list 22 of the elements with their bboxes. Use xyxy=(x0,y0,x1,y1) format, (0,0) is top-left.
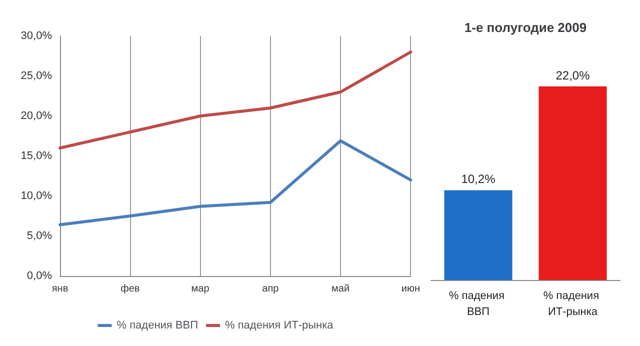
line-series xyxy=(58,139,412,226)
x-tick-label: фев xyxy=(120,284,140,294)
x-tick-label: май xyxy=(332,284,350,294)
legend-label: % падения ИТ-рынка xyxy=(225,320,334,332)
chart-title: 1-е полугодие 2009 xyxy=(464,20,587,35)
data-label: 10,2% xyxy=(461,172,496,186)
y-tick-label: 20,0% xyxy=(20,110,52,122)
x-tick-label: % падения ВВП xyxy=(448,290,508,318)
x-tick-label: мар xyxy=(191,284,210,294)
x-tick-label: янв xyxy=(52,284,68,294)
data-label: 22,0% xyxy=(556,68,590,82)
y-tick-label: 0,0% xyxy=(26,270,52,282)
line-series xyxy=(58,50,412,150)
x-tick-label: % падения ИТ-рынка xyxy=(543,290,602,318)
x-tick-label: апр xyxy=(262,284,280,294)
y-tick-label: 10,0% xyxy=(20,190,52,202)
y-tick-label: 30,0% xyxy=(20,30,52,42)
y-tick-label: 5,0% xyxy=(26,230,52,242)
y-tick-label: 15,0% xyxy=(20,150,52,162)
y-tick-label: 25,0% xyxy=(20,70,52,82)
x-tick-label: июн xyxy=(401,284,420,294)
legend-label: % падения ВВП xyxy=(116,320,198,332)
